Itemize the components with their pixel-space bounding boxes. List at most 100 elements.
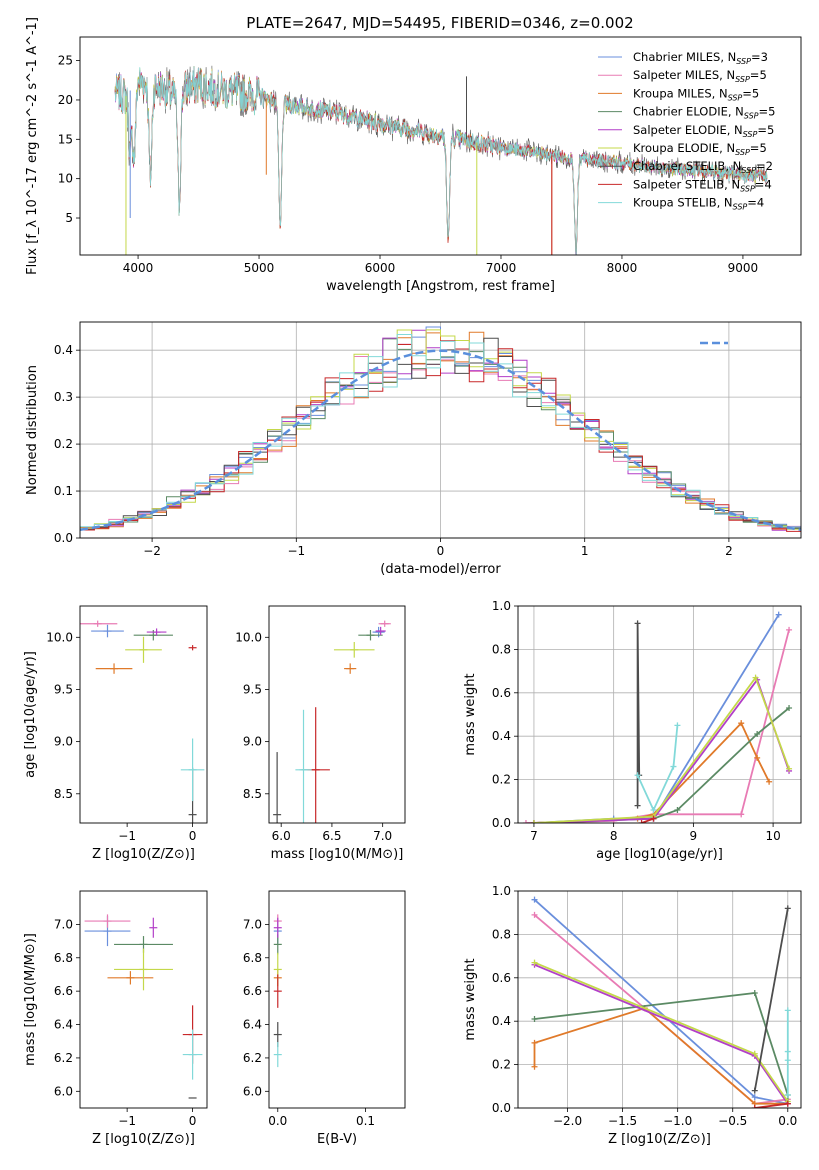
series-marker [766, 778, 773, 785]
scatter-group [84, 914, 203, 1099]
x-tick-label: −1.0 [663, 1114, 692, 1128]
series-marker [752, 674, 759, 681]
y-tick-label: 0.0 [492, 816, 511, 830]
y-tick-label: 0.8 [492, 927, 511, 941]
series-marker [786, 626, 793, 633]
x-tick-label: 7000 [486, 261, 517, 275]
x-tick-label: 0 [437, 544, 445, 558]
y-tick-label: 9.0 [54, 735, 73, 749]
x-tick-label: 6.0 [272, 829, 291, 843]
y-tick-label: 0.2 [54, 437, 73, 451]
y-tick-label: 0.1 [54, 484, 73, 498]
series-marker [531, 896, 538, 903]
x-tick-label: 10 [765, 829, 780, 843]
series-line-0 [533, 614, 780, 823]
series-marker [754, 731, 761, 738]
x-tick-label: 7 [530, 829, 538, 843]
y-axis-label: mass weight [463, 958, 478, 1040]
legend-text: Chabrier ELODIE [633, 105, 728, 119]
series-marker [522, 820, 529, 823]
axes-frame [268, 890, 406, 1109]
y-tick-label: 0.8 [492, 642, 511, 656]
series-line-1 [533, 914, 788, 1105]
x-tick-label: 4000 [123, 261, 154, 275]
y-tick-label: 7.0 [243, 917, 262, 931]
x-tick-label: 0 [189, 1114, 197, 1128]
normal-curve [80, 349, 801, 532]
y-tick-label: 0.6 [492, 686, 511, 700]
y-tick-label: 25 [58, 54, 73, 68]
series-marker [784, 905, 791, 912]
legend-text: Kroupa MILES [633, 86, 712, 100]
series-marker [751, 989, 758, 996]
series-marker [784, 1100, 791, 1107]
series-line-5 [534, 961, 789, 1103]
series-marker [751, 1050, 758, 1057]
series-line-6 [753, 908, 789, 1091]
y-tick-label: 9.5 [54, 682, 73, 696]
series-marker [531, 911, 538, 918]
series-line-0 [533, 899, 788, 1105]
series-marker [738, 720, 745, 727]
series-line-5 [533, 675, 790, 823]
axes-frame [79, 36, 802, 256]
series-marker [634, 802, 641, 809]
legend-count: 5 [759, 68, 766, 82]
series-marker [784, 1048, 791, 1055]
series-line-7 [641, 817, 654, 823]
line-group [522, 611, 793, 823]
axes-frame [79, 890, 208, 1109]
legend-text: Salpeter MILES [633, 68, 719, 82]
series-marker [784, 1091, 791, 1098]
series-marker [754, 754, 761, 761]
histogram-series-8 [80, 334, 801, 535]
y-tick-label: 6.0 [243, 1084, 262, 1098]
x-axis-label: Z [log10(Z/Z⊙)] [92, 1132, 195, 1147]
series-marker [786, 765, 793, 772]
series-marker [531, 1039, 538, 1046]
series-marker [674, 806, 681, 813]
y-axis-label: Normed distribution [25, 365, 40, 495]
x-tick-label: 2 [725, 544, 733, 558]
axes-frame [268, 605, 406, 824]
y-tick-label: 6.6 [54, 984, 73, 998]
y-tick-label: 1.0 [492, 884, 511, 898]
axes-frame [517, 890, 802, 1109]
series-marker [670, 763, 677, 770]
legend-entry: Salpeter ELODIE, NSSP=5 [633, 123, 774, 139]
y-tick-label: 20 [58, 93, 73, 107]
series-line-2 [533, 721, 770, 823]
series-line-8 [636, 725, 679, 813]
legend-count: 3 [761, 50, 768, 64]
legend-text: Chabrier STELIB [633, 159, 725, 173]
y-tick-label: 10.0 [235, 630, 262, 644]
legend-text: Chabrier MILES [633, 50, 720, 64]
legend-entry: Kroupa MILES, NSSP=5 [633, 86, 759, 102]
series-marker [751, 1094, 758, 1101]
x-tick-label: 8000 [607, 261, 638, 275]
legend-count: 4 [757, 196, 764, 210]
x-tick-label: 6.5 [322, 829, 341, 843]
series-marker [674, 722, 681, 729]
series-line-4 [534, 963, 789, 1105]
y-tick-label: 10.0 [46, 630, 73, 644]
legend-entry: Kroupa STELIB, NSSP=4 [633, 196, 764, 212]
legend-text: Kroupa ELODIE [633, 141, 719, 155]
legend-text: Kroupa STELIB [633, 196, 717, 210]
x-tick-label: 9 [690, 829, 698, 843]
legend-count: 5 [767, 123, 774, 137]
scatter-group [80, 620, 205, 823]
y-tick-label: 6.4 [54, 1018, 73, 1032]
y-tick-label: 0.0 [492, 1101, 511, 1115]
x-tick-label: 7.0 [373, 829, 392, 843]
figure-title: PLATE=2647, MJD=54495, FIBERID=0346, z=0… [246, 14, 633, 32]
y-tick-label: 10 [58, 172, 73, 186]
y-tick-label: 8.5 [243, 787, 262, 801]
series-marker [751, 1087, 758, 1094]
y-tick-label: 0.3 [54, 390, 73, 404]
series-marker [638, 820, 645, 823]
x-tick-label: 0.0 [778, 1114, 797, 1128]
y-tick-label: 0.0 [54, 531, 73, 545]
legend-count: 4 [764, 177, 771, 191]
